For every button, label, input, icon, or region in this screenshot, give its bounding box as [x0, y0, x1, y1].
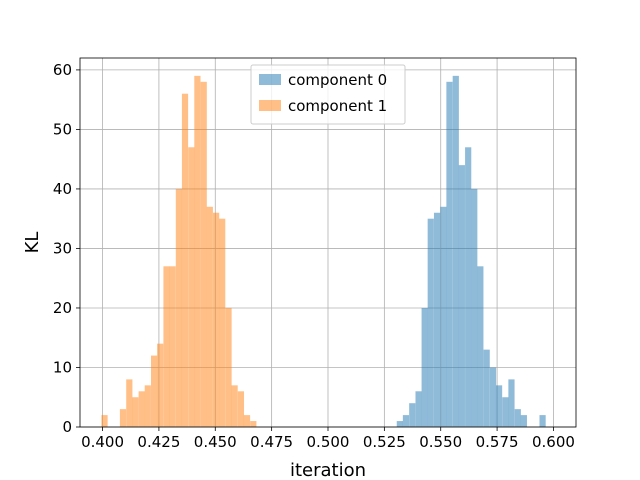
- histogram-bar: [157, 343, 164, 427]
- histogram-bar: [231, 385, 238, 427]
- histogram-bar: [206, 206, 213, 427]
- histogram-bar: [126, 379, 133, 427]
- histogram-bar: [489, 367, 497, 427]
- histogram-bar: [175, 188, 183, 427]
- y-tick-label: 30: [53, 239, 72, 257]
- histogram-bar: [483, 349, 490, 427]
- legend-box: [250, 64, 406, 125]
- histogram-bar: [421, 307, 428, 427]
- histogram-bar: [427, 218, 434, 427]
- histogram-bar: [169, 266, 176, 427]
- y-tick-label: 0: [62, 418, 72, 436]
- x-tick-label: 0.550: [419, 433, 462, 451]
- histogram-bar: [181, 93, 189, 427]
- histogram-bar: [225, 307, 232, 427]
- x-tick-label: 0.600: [532, 433, 575, 451]
- histogram-bar: [144, 385, 151, 427]
- x-tick-label: 0.475: [250, 433, 293, 451]
- histogram-bar: [138, 391, 145, 427]
- histogram-bar: [163, 266, 170, 427]
- histogram-bar: [465, 147, 472, 427]
- x-tick-label: 0.525: [363, 433, 406, 451]
- histogram-bar: [194, 75, 201, 428]
- histogram-bar: [409, 403, 416, 427]
- histogram-bar: [433, 212, 441, 427]
- x-tick-label: 0.400: [81, 433, 124, 451]
- histogram-bar: [446, 81, 453, 427]
- histogram-bar: [402, 415, 410, 427]
- histogram-bar: [508, 379, 515, 427]
- y-tick-label: 60: [53, 61, 72, 79]
- histogram-bars: [101, 75, 546, 428]
- histogram-bar: [458, 165, 465, 427]
- histogram-bar: [539, 415, 546, 427]
- y-tick-label: 50: [53, 120, 72, 138]
- x-tick-label: 0.425: [137, 433, 180, 451]
- x-axis-ticks: 0.400 0.425 0.450 0.475 0.500 0.525 0.550 0.575…: [81, 427, 575, 451]
- histogram-bar: [213, 212, 220, 427]
- histogram-bar: [502, 397, 509, 427]
- histogram-bar: [520, 415, 527, 427]
- x-tick-label: 0.450: [194, 433, 237, 451]
- histogram-bar: [119, 409, 127, 427]
- histogram-bar: [440, 206, 447, 427]
- histogram-bar: [237, 391, 245, 427]
- y-axis-ticks: 0 10 20 30 40 50 60: [53, 61, 80, 436]
- histogram-bar: [514, 409, 521, 427]
- histogram-bar: [243, 415, 251, 427]
- x-tick-label: 0.500: [307, 433, 350, 451]
- series-component-1: [101, 75, 257, 428]
- histogram-bar: [396, 421, 403, 427]
- series-component-0: [396, 75, 546, 428]
- histogram-bar: [132, 397, 139, 427]
- legend: component 0 component 1: [250, 64, 406, 125]
- y-tick-label: 20: [53, 299, 72, 317]
- histogram-bar: [477, 266, 484, 427]
- histogram-bar: [101, 415, 108, 427]
- histogram-bar: [495, 385, 503, 427]
- histogram-bar: [250, 421, 257, 427]
- histogram-bar: [188, 147, 195, 427]
- histogram-bar: [471, 188, 478, 427]
- x-tick-label: 0.575: [476, 433, 519, 451]
- histogram-bar: [200, 81, 207, 427]
- histogram-bar: [219, 218, 226, 427]
- y-tick-label: 40: [53, 180, 72, 198]
- y-tick-label: 10: [53, 358, 72, 376]
- histogram-bar: [415, 391, 422, 427]
- y-axis-label: KL: [22, 232, 43, 254]
- legend-label-component-0: component 0: [288, 71, 387, 89]
- histogram-bar: [151, 355, 158, 427]
- x-axis-label: iteration: [290, 460, 366, 480]
- legend-label-component-1: component 1: [288, 97, 387, 115]
- legend-swatch-component-1: [259, 100, 281, 111]
- histogram-bar: [452, 75, 459, 428]
- legend-swatch-component-0: [259, 74, 281, 85]
